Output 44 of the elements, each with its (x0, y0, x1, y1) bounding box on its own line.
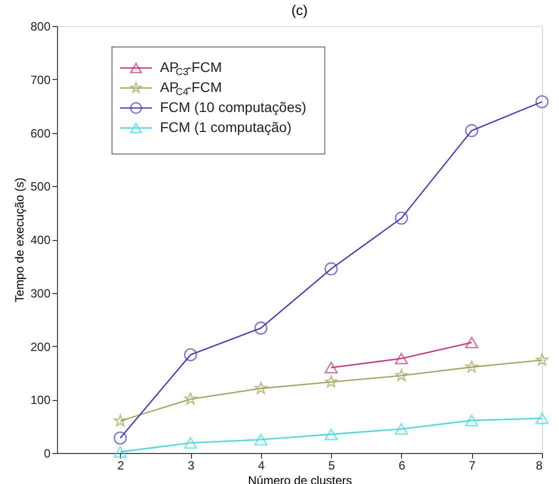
point (535, 95, 549, 108)
chart-title: (c) (291, 2, 308, 18)
x-tick-label: 4 (258, 458, 265, 472)
point (184, 437, 198, 449)
x-tick-label: 6 (398, 458, 406, 472)
y-axis-title: Tempo de execução (s) (12, 178, 26, 302)
point (394, 212, 408, 225)
point (254, 322, 268, 335)
point (254, 434, 268, 446)
point (395, 369, 408, 382)
point (114, 414, 127, 426)
x-tick-label: 8 (536, 458, 543, 472)
point (394, 352, 408, 364)
legend-label: FCM (10 computações) (160, 99, 306, 115)
y-tick-label: 200 (30, 340, 51, 354)
x-tick-label: 3 (188, 458, 195, 472)
y-tick-label: 300 (30, 286, 51, 300)
y-tick-label: 500 (30, 180, 51, 194)
legend-label: FCM (1 computação) (160, 119, 292, 135)
y-tick-label: 100 (30, 393, 51, 408)
y-tick-label: 0 (44, 446, 51, 460)
point (535, 412, 549, 424)
point (114, 432, 127, 445)
point (184, 348, 198, 362)
point (465, 414, 478, 426)
point (254, 382, 268, 394)
point (324, 428, 338, 440)
point (324, 362, 338, 374)
x-tick-label: 2 (117, 458, 124, 472)
y-tick-label: 600 (30, 126, 51, 140)
point (465, 360, 478, 373)
point (465, 124, 478, 138)
x-tick-label: 5 (328, 458, 336, 472)
x-tick-label: 7 (468, 458, 476, 472)
point (184, 392, 197, 405)
y-tick-label: 400 (30, 233, 51, 247)
point (536, 354, 548, 366)
point (394, 423, 408, 435)
y-tick-label: 700 (30, 72, 51, 87)
point (324, 262, 338, 276)
point (114, 446, 127, 458)
point (465, 336, 478, 348)
point (324, 375, 338, 388)
y-tick-label: 800 (30, 20, 51, 34)
